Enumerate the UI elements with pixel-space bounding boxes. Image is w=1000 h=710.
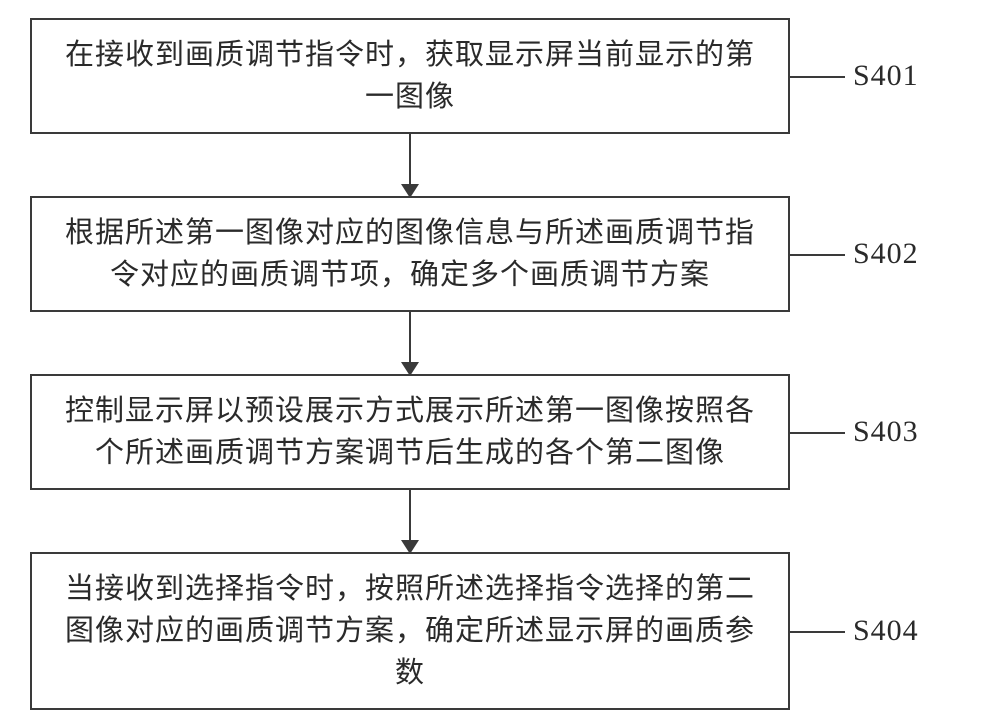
arrow-row — [30, 490, 970, 552]
step-text: 当接收到选择指令时，按照所述选择指令选择的第二图像对应的画质调节方案，确定所述显… — [52, 568, 768, 694]
flow-row: 根据所述第一图像对应的图像信息与所述画质调节指令对应的画质调节项，确定多个画质调… — [30, 196, 970, 312]
step-label-3: S403 — [845, 415, 919, 449]
arrow-down-icon — [30, 312, 790, 374]
step-text: 在接收到画质调节指令时，获取显示屏当前显示的第一图像 — [52, 34, 768, 118]
step-text: 根据所述第一图像对应的图像信息与所述画质调节指令对应的画质调节项，确定多个画质调… — [52, 212, 768, 296]
arrow-down-icon — [30, 134, 790, 196]
step-text: 控制显示屏以预设展示方式展示所述第一图像按照各个所述画质调节方案调节后生成的各个… — [52, 390, 768, 474]
step-label-4: S404 — [845, 614, 919, 648]
flow-row: 控制显示屏以预设展示方式展示所述第一图像按照各个所述画质调节方案调节后生成的各个… — [30, 374, 970, 490]
arrow-row — [30, 134, 970, 196]
step-box-2: 根据所述第一图像对应的图像信息与所述画质调节指令对应的画质调节项，确定多个画质调… — [30, 196, 790, 312]
step-label-2: S402 — [845, 237, 919, 271]
step-label-1: S401 — [845, 59, 919, 93]
flow-row: 在接收到画质调节指令时，获取显示屏当前显示的第一图像 S401 — [30, 18, 970, 134]
arrow-row — [30, 312, 970, 374]
step-box-1: 在接收到画质调节指令时，获取显示屏当前显示的第一图像 — [30, 18, 790, 134]
step-box-3: 控制显示屏以预设展示方式展示所述第一图像按照各个所述画质调节方案调节后生成的各个… — [30, 374, 790, 490]
flow-row: 当接收到选择指令时，按照所述选择指令选择的第二图像对应的画质调节方案，确定所述显… — [30, 552, 970, 710]
step-box-4: 当接收到选择指令时，按照所述选择指令选择的第二图像对应的画质调节方案，确定所述显… — [30, 552, 790, 710]
flowchart-container: 在接收到画质调节指令时，获取显示屏当前显示的第一图像 S401 根据所述第一图像… — [30, 18, 970, 710]
arrow-down-icon — [30, 490, 790, 552]
